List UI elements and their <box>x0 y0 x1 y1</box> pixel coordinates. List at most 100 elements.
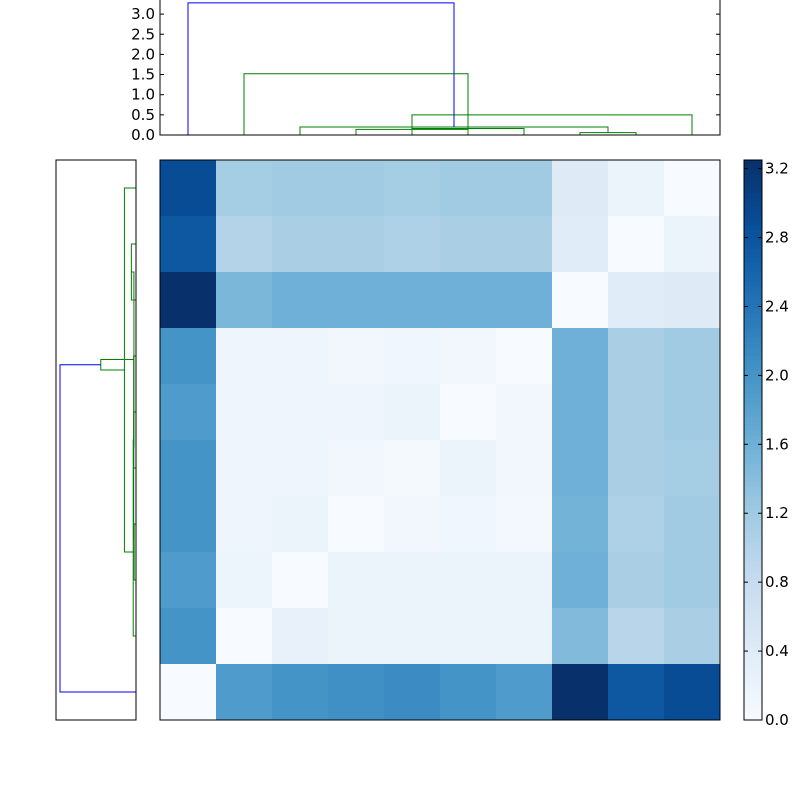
heatmap-cell <box>160 608 217 665</box>
colorbar-segment <box>744 664 762 670</box>
colorbar-segment <box>744 230 762 236</box>
left-dendrogram-frame <box>55 159 137 721</box>
colorbar-segment <box>744 239 762 245</box>
heatmap-cell <box>216 160 273 217</box>
left-dendrogram <box>55 159 137 721</box>
colorbar-segment <box>744 533 762 539</box>
heatmap-cell <box>216 608 273 665</box>
colorbar-segment <box>744 328 762 334</box>
colorbar-segment <box>744 542 762 548</box>
colorbar-segment <box>744 281 762 287</box>
heatmap-cell <box>272 496 329 553</box>
colorbar-segment <box>744 477 762 483</box>
heatmap-cell <box>328 160 385 217</box>
top-dendrogram: 0.0 0.5 1.0 1.5 2.0 2.5 3.0 <box>131 0 721 144</box>
colorbar-segment <box>744 398 762 404</box>
colorbar-segment <box>744 640 762 646</box>
heatmap-cell <box>328 496 385 553</box>
heatmap-cell <box>160 216 217 273</box>
heatmap-cell <box>664 272 721 329</box>
heatmap-cell <box>496 496 553 553</box>
colorbar-segment <box>744 304 762 310</box>
heatmap-cell <box>160 272 217 329</box>
heatmap-cell <box>608 272 665 329</box>
colorbar-segment <box>744 440 762 446</box>
heatmap-cell <box>496 664 553 721</box>
colorbar-segment <box>744 384 762 390</box>
colorbar-segment <box>744 225 762 231</box>
colorbar-segment <box>744 332 762 338</box>
heatmap-cell <box>328 384 385 441</box>
colorbar-segment <box>744 323 762 329</box>
colorbar-segment <box>744 547 762 553</box>
heatmap-cell <box>272 272 329 329</box>
colorbar-tick-label: 2.0 <box>765 366 789 384</box>
colorbar-segment <box>744 211 762 217</box>
heatmap-cell <box>160 328 217 385</box>
colorbar-segment <box>744 589 762 595</box>
colorbar-segment <box>744 528 762 534</box>
heatmap-cell <box>216 440 273 497</box>
colorbar-segment <box>744 659 762 665</box>
colorbar-segment <box>744 570 762 576</box>
colorbar-segment <box>744 407 762 413</box>
heatmap-cell <box>216 496 273 553</box>
dendrogram-link <box>131 271 135 448</box>
colorbar-segment <box>744 197 762 203</box>
heatmap-cell <box>216 216 273 273</box>
heatmap-cell <box>664 328 721 385</box>
heatmap-cell <box>216 328 273 385</box>
heatmap-cell <box>440 664 497 721</box>
heatmap-cell <box>664 608 721 665</box>
heatmap-cell <box>496 328 553 385</box>
colorbar-segment <box>744 715 762 721</box>
heatmap-cell <box>440 384 497 441</box>
y-tick-label: 3.0 <box>131 5 155 23</box>
colorbar-segment <box>744 626 762 632</box>
colorbar-segment <box>744 561 762 567</box>
heatmap-cell <box>384 328 441 385</box>
colorbar-segment <box>744 612 762 618</box>
heatmap-cell <box>272 384 329 441</box>
colorbar-segment <box>744 248 762 254</box>
colorbar-segment <box>744 514 762 520</box>
heatmap-cell <box>440 216 497 273</box>
heatmap-cell <box>552 552 609 609</box>
heatmap-cell <box>384 216 441 273</box>
colorbar-segment <box>744 295 762 301</box>
colorbar-segment <box>744 188 762 194</box>
colorbar-segment <box>744 575 762 581</box>
colorbar-segment <box>744 654 762 660</box>
heatmap-cell <box>384 160 441 217</box>
heatmap-cell <box>496 160 553 217</box>
heatmap-cell <box>440 160 497 217</box>
heatmap-cell <box>328 608 385 665</box>
heatmap-cell <box>608 496 665 553</box>
colorbar-segment <box>744 519 762 525</box>
colorbar-segment <box>744 678 762 684</box>
heatmap-cell <box>496 552 553 609</box>
heatmap-cell <box>552 160 609 217</box>
colorbar-segment <box>744 645 762 651</box>
heatmap-cell <box>608 440 665 497</box>
heatmap-cell <box>328 216 385 273</box>
heatmap-cell <box>160 160 217 217</box>
colorbar-segment <box>744 491 762 497</box>
dendrogram-link <box>243 73 469 135</box>
heatmap-cell <box>272 328 329 385</box>
dendrogram-link <box>187 2 455 135</box>
colorbar-segment <box>744 267 762 273</box>
heatmap-cell <box>496 216 553 273</box>
colorbar-segment <box>744 454 762 460</box>
y-tick-label: 1.5 <box>131 66 155 84</box>
colorbar-segment <box>744 258 762 264</box>
colorbar-segment <box>744 244 762 250</box>
colorbar-segment <box>744 496 762 502</box>
heatmap-cell <box>272 160 329 217</box>
heatmap-cell <box>552 384 609 441</box>
heatmap-cell <box>272 552 329 609</box>
colorbar-segment <box>744 286 762 292</box>
colorbar-segment <box>744 416 762 422</box>
heatmap-cell <box>384 664 441 721</box>
